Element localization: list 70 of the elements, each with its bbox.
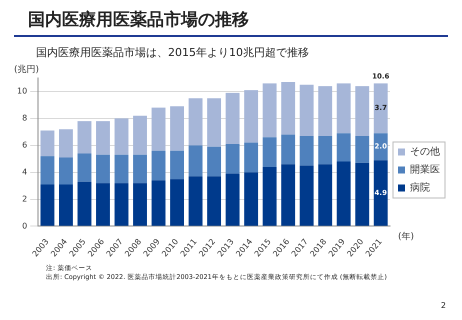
legend-label: その他	[410, 146, 440, 158]
bar	[40, 130, 54, 156]
bar	[318, 164, 332, 226]
y-tick-label: 6	[22, 140, 28, 150]
bar	[152, 150, 166, 180]
bar	[262, 137, 277, 167]
bar	[207, 176, 222, 226]
bar	[78, 182, 92, 226]
bar	[152, 108, 166, 151]
y-tick-label: 8	[22, 114, 28, 123]
bar	[281, 82, 296, 135]
bar	[226, 92, 240, 144]
bar	[78, 153, 92, 182]
bar	[336, 133, 351, 162]
bar	[96, 183, 110, 226]
bar	[318, 86, 332, 136]
bar	[281, 164, 296, 226]
bar	[355, 86, 370, 136]
legend-label: 病院	[410, 182, 430, 194]
bar	[300, 84, 314, 136]
bar	[188, 98, 203, 146]
bar	[188, 176, 203, 226]
bar	[300, 166, 314, 226]
bar	[318, 136, 332, 164]
bar	[78, 121, 92, 154]
y-tick-label: 0	[22, 221, 28, 230]
bar	[207, 146, 222, 176]
bar	[336, 83, 351, 134]
bar	[226, 144, 240, 174]
bar	[170, 106, 184, 151]
bar	[114, 118, 128, 155]
bar	[336, 162, 351, 226]
bar	[40, 156, 54, 184]
y-tick-label: 2	[22, 194, 28, 204]
bar	[244, 142, 258, 172]
bar	[355, 162, 370, 226]
bar	[244, 172, 258, 226]
bar	[355, 136, 370, 163]
bar	[114, 183, 128, 226]
bar	[114, 154, 128, 184]
bar	[133, 183, 147, 226]
bar	[226, 174, 240, 226]
bar	[262, 83, 277, 138]
bar	[244, 90, 258, 143]
bar	[59, 184, 73, 226]
y-tick-label: 4	[22, 167, 28, 176]
bar	[207, 98, 222, 147]
bar	[133, 116, 147, 155]
bar	[59, 129, 73, 158]
bar	[96, 121, 110, 155]
bar	[133, 154, 147, 184]
y-axis-title: (兆円)	[14, 64, 40, 75]
bar	[59, 158, 73, 184]
chart-title: 国内医療用医薬品市場の推移	[28, 9, 250, 31]
legend-label: 開業医	[410, 164, 440, 176]
x-axis-title: (年)	[398, 231, 414, 242]
bar	[300, 136, 314, 166]
bar	[152, 180, 166, 226]
bar	[374, 83, 388, 134]
bar	[262, 166, 277, 226]
bar	[374, 160, 388, 226]
bar	[188, 145, 203, 176]
chart-subtitle: 国内医療用医薬品市場は、2015年より10兆円超で推移	[35, 45, 310, 60]
bar	[96, 154, 110, 184]
bar	[281, 134, 296, 164]
bar	[170, 179, 184, 226]
text: 2	[440, 301, 446, 310]
bar	[170, 150, 184, 180]
y-tick-label: 10	[16, 86, 28, 96]
bar	[40, 184, 54, 226]
